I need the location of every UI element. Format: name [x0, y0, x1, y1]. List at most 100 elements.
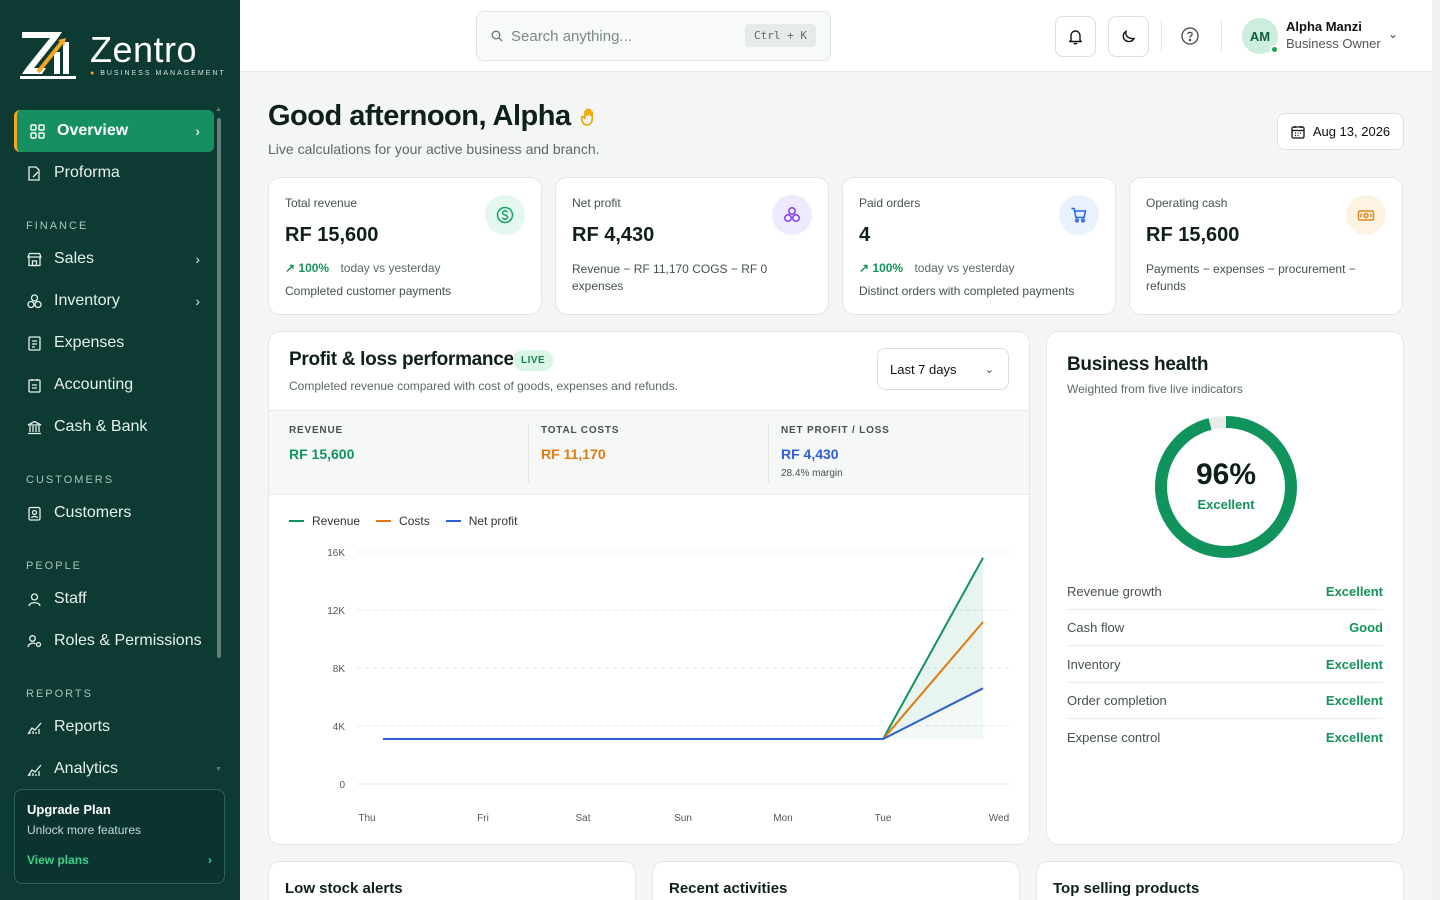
kpi-note: Revenue − RF 11,170 COGS − RF 0 expenses [572, 262, 768, 293]
brand-logo[interactable]: Zentro ● BUSINESS MANAGEMENT [18, 28, 226, 80]
trend-up-icon: ↗ [285, 261, 296, 275]
sidebar-item-inventory[interactable]: Inventory › [14, 280, 214, 322]
zentro-logo-icon [20, 32, 76, 79]
legend-revenue[interactable]: Revenue [289, 514, 360, 528]
y-tick-label: 4K [333, 722, 346, 733]
indicator-label: Inventory [1067, 656, 1121, 672]
indicator-label: Order completion [1067, 692, 1167, 708]
user-role: Business Owner [1286, 36, 1381, 51]
avatar[interactable]: AM [1242, 18, 1279, 54]
health-row: Expense control Excellent [1067, 719, 1383, 756]
nav-section-customers: CUSTOMERS [26, 474, 115, 486]
profit-loss-card: Profit & loss performance LIVE Completed… [268, 331, 1030, 845]
kpi-card-operating-cash: Operating cash RF 15,600 Payments − expe… [1129, 177, 1403, 315]
grid-icon [29, 123, 45, 139]
legend-label: Costs [399, 514, 430, 528]
kpi-note: Payments − expenses − procurement − refu… [1146, 262, 1356, 293]
chart-line-icon [26, 719, 42, 735]
x-tick-label: Sat [575, 813, 590, 824]
date-picker-button[interactable]: Aug 13, 2026 [1277, 113, 1404, 150]
notifications-button[interactable] [1055, 16, 1096, 57]
kpi-card-paid-orders: Paid orders 4 ↗ 100% today vs yesterday … [842, 177, 1116, 315]
greeting-text: Good afternoon, Alpha [268, 100, 571, 132]
page-subtitle: Live calculations for your active busine… [268, 141, 600, 157]
business-health-card: Business health Weighted from five live … [1046, 331, 1404, 845]
date-range-select[interactable]: Last 7 days ⌄ [877, 348, 1009, 390]
kpi-label: Total revenue [285, 196, 358, 210]
sidebar-item-sales[interactable]: Sales › [14, 238, 214, 280]
chart-line-icon [26, 761, 42, 777]
sidebar-item-accounting[interactable]: Accounting [14, 364, 214, 406]
ledger-icon [26, 377, 42, 393]
card-subtitle: Weighted from five live indicators [1067, 382, 1243, 396]
health-rating: Excellent [1197, 497, 1255, 512]
sidebar-item-analytics[interactable]: Analytics [14, 748, 214, 790]
sidebar-item-customers[interactable]: Customers [14, 492, 214, 534]
summary-label: NET PROFIT / LOSS [781, 425, 890, 436]
gauge-ring [1155, 416, 1297, 558]
legend-costs[interactable]: Costs [376, 514, 430, 528]
sidebar-item-label: Roles & Permissions [54, 632, 202, 649]
low-stock-alerts-card: Low stock alerts [268, 861, 636, 900]
sidebar-item-overview[interactable]: Overview › [14, 110, 214, 152]
user-icon [26, 591, 42, 607]
y-tick-label: 12K [327, 606, 345, 617]
profit-loss-chart: 16K 12K 8K 4K 0 Thu Fri Sat Sun Mon Tue Wed [327, 548, 1009, 824]
series-line-revenue [383, 557, 984, 741]
scroll-down-arrow[interactable]: ▼ [215, 766, 222, 773]
boxes-icon [26, 293, 42, 309]
y-tick-label: 16K [327, 548, 345, 559]
divider [1161, 20, 1162, 52]
sidebar-item-roles-permissions[interactable]: Roles & Permissions [14, 620, 214, 662]
kpi-trend: ↗ 100% today vs yesterday [285, 261, 525, 275]
page-scrollbar-track[interactable] [1432, 0, 1440, 900]
dollar-circle-icon [485, 195, 525, 235]
sidebar-item-staff[interactable]: Staff [14, 578, 214, 620]
card-subtitle: Completed revenue compared with cost of … [289, 379, 678, 393]
avatar-initials: AM [1249, 28, 1271, 44]
sidebar-item-label: Proforma [54, 164, 120, 181]
legend-net-profit[interactable]: Net profit [445, 514, 517, 528]
sidebar-scrollbar[interactable] [217, 118, 221, 658]
sidebar-item-proforma[interactable]: Proforma [14, 152, 214, 194]
sidebar-item-reports[interactable]: Reports [14, 706, 214, 748]
kpi-value: RF 15,600 [1146, 224, 1240, 246]
upgrade-plan-card: Upgrade Plan Unlock more features View p… [14, 789, 225, 884]
user-name[interactable]: Alpha Manzi [1286, 19, 1362, 34]
help-button[interactable] [1180, 26, 1200, 46]
cart-icon [1059, 195, 1099, 235]
sidebar-item-expenses[interactable]: Expenses [14, 322, 214, 364]
scroll-up-arrow[interactable]: ▲ [215, 106, 222, 113]
kpi-value: RF 4,430 [572, 224, 655, 246]
indicator-value: Excellent [1325, 656, 1383, 672]
bank-icon [26, 419, 42, 435]
page-title: Good afternoon, Alpha [268, 100, 601, 133]
trend-up-icon: ↗ [859, 261, 870, 275]
x-tick-label: Wed [989, 813, 1009, 824]
kpi-card-total-revenue: Total revenue RF 15,600 ↗ 100% today vs … [268, 177, 542, 315]
sidebar: Zentro ● BUSINESS MANAGEMENT ▲ ▼ Overvie… [0, 0, 240, 900]
search-box[interactable]: Ctrl + K [476, 11, 831, 61]
kpi-label: Net profit [572, 196, 621, 210]
sidebar-item-label: Overview [57, 122, 129, 139]
kpi-label: Operating cash [1146, 196, 1228, 210]
summary-net-profit: NET PROFIT / LOSS RF 4,430 28.4% margin [781, 425, 890, 479]
trend-up: ↗ 100% [285, 261, 329, 275]
upgrade-title: Upgrade Plan [27, 802, 111, 817]
live-badge: LIVE [513, 350, 554, 371]
search-input[interactable] [511, 27, 731, 45]
view-plans-link[interactable]: View plans › [27, 853, 212, 867]
chart-legend: Revenue Costs Net profit [289, 514, 533, 528]
legend-label: Revenue [312, 514, 361, 528]
theme-toggle-button[interactable] [1108, 16, 1149, 57]
card-title: Low stock alerts [285, 880, 403, 897]
chevron-down-icon[interactable]: ⌄ [1388, 27, 1399, 41]
chevron-right-icon: › [208, 853, 212, 867]
indicator-value: Good [1349, 619, 1383, 635]
summary-value: RF 15,600 [289, 446, 355, 462]
boxes-icon [772, 195, 812, 235]
card-title: Top selling products [1053, 880, 1200, 897]
sidebar-item-cash-bank[interactable]: Cash & Bank [14, 406, 214, 448]
range-value: Last 7 days [890, 361, 957, 377]
trend-text: today vs yesterday [914, 261, 1015, 275]
